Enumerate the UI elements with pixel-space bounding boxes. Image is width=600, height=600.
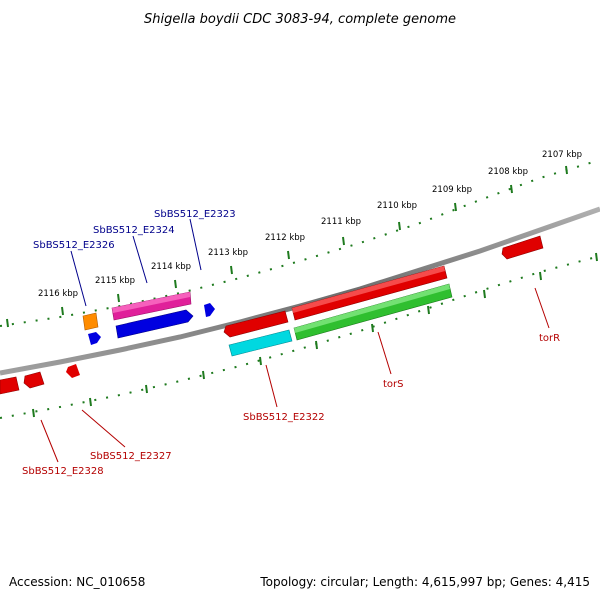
kbp-label-2107: 2107 kbp — [542, 150, 582, 160]
leader-SbBS512_E2327 — [81, 409, 126, 448]
kbp-label-2110: 2110 kbp — [377, 201, 417, 211]
inner-major-tick — [371, 323, 374, 333]
accession-text: Accession: NC_010658 — [9, 575, 145, 589]
outer-major-tick — [117, 293, 120, 303]
inner-major-ticks — [32, 252, 598, 418]
label-SbBS512_E2328[interactable]: SbBS512_E2328 — [22, 466, 104, 477]
topology-text: Topology: circular; Length: 4,615,997 bp… — [259, 575, 590, 589]
leader-torR — [534, 287, 550, 329]
kbp-labels: 2107 kbp 2108 kbp 2109 kbp 2110 kbp 2111… — [38, 150, 582, 299]
outer-major-tick — [287, 250, 290, 260]
kbp-label-2115: 2115 kbp — [95, 276, 135, 286]
inner-major-tick — [259, 356, 262, 366]
gene-SbBS512_E2328-red[interactable] — [0, 376, 20, 395]
label-SbBS512_E2323[interactable]: SbBS512_E2323 — [154, 209, 236, 220]
leader-SbBS512_E2324 — [132, 235, 148, 284]
outer-major-tick — [174, 279, 177, 289]
inner-major-tick — [145, 384, 148, 394]
leader-torS — [377, 331, 392, 375]
leader-SbBS512_E2326 — [70, 250, 87, 307]
outer-major-tick — [510, 184, 513, 194]
inner-major-tick — [483, 289, 486, 299]
gene-small-red[interactable] — [66, 364, 80, 378]
inner-major-tick — [315, 340, 318, 350]
outer-major-tick — [61, 306, 64, 316]
kbp-label-2116: 2116 kbp — [38, 289, 78, 299]
reverse-genes — [0, 283, 453, 395]
outer-major-ticks — [6, 165, 568, 328]
gene-SbBS512_E2324-pink-highlight — [112, 292, 190, 313]
gene-torS-green-highlight — [294, 284, 450, 333]
kbp-label-2109: 2109 kbp — [432, 185, 472, 195]
map-title: Shigella boydii CDC 3083-94, complete ge… — [144, 12, 456, 27]
label-leaders — [40, 218, 550, 463]
gene-red-large-fwd-highlight — [292, 266, 445, 313]
gene-SbBS512_E2322-cyan[interactable] — [228, 329, 293, 357]
kbp-label-2112: 2112 kbp — [265, 233, 305, 243]
outer-major-tick — [342, 236, 345, 246]
leader-SbBS512_E2322 — [265, 364, 278, 408]
label-torS[interactable]: torS — [383, 379, 404, 390]
outer-major-tick — [6, 318, 9, 328]
inner-major-tick — [427, 305, 430, 315]
outer-major-tick — [230, 265, 233, 275]
outer-scale-track — [0, 159, 600, 328]
inner-scale-track — [0, 252, 600, 419]
leader-SbBS512_E2323 — [189, 218, 202, 271]
label-SbBS512_E2322[interactable]: SbBS512_E2322 — [243, 412, 325, 423]
label-torR[interactable]: torR — [539, 333, 560, 344]
inner-major-tick — [32, 408, 35, 418]
kbp-label-2108: 2108 kbp — [488, 167, 528, 177]
inner-major-tick — [202, 370, 205, 380]
gene-red-mid-fwd[interactable] — [223, 310, 289, 338]
gene-torR-red[interactable] — [501, 235, 544, 260]
outer-major-tick — [454, 202, 457, 212]
label-SbBS512_E2327[interactable]: SbBS512_E2327 — [90, 451, 172, 462]
gene-labels: SbBS512_E2323 SbBS512_E2324 SbBS512_E232… — [22, 209, 560, 477]
forward-genes — [82, 235, 544, 345]
inner-major-tick — [539, 271, 542, 281]
outer-major-tick — [398, 221, 401, 231]
kbp-label-2111: 2111 kbp — [321, 217, 361, 227]
inner-major-tick — [595, 252, 598, 262]
inner-major-tick — [89, 397, 92, 407]
label-SbBS512_E2326[interactable]: SbBS512_E2326 — [33, 240, 115, 251]
gene-small-blue-left[interactable] — [88, 332, 101, 345]
kbp-label-2114: 2114 kbp — [151, 262, 191, 272]
leader-SbBS512_E2328 — [40, 419, 59, 463]
gene-SbBS512_E2327-red[interactable] — [23, 371, 45, 389]
label-SbBS512_E2324[interactable]: SbBS512_E2324 — [93, 225, 175, 236]
gene-small-blue-fwd[interactable] — [204, 303, 215, 317]
gene-SbBS512_E2326-orange[interactable] — [82, 312, 99, 331]
gene-SbBS512_E2323-blue[interactable] — [115, 309, 194, 339]
kbp-label-2113: 2113 kbp — [208, 248, 248, 258]
outer-major-tick — [565, 165, 568, 175]
